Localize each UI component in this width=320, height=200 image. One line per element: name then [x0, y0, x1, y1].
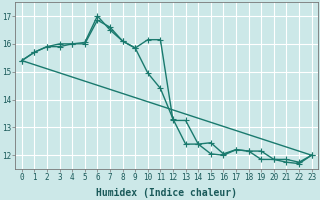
- X-axis label: Humidex (Indice chaleur): Humidex (Indice chaleur): [96, 188, 237, 198]
